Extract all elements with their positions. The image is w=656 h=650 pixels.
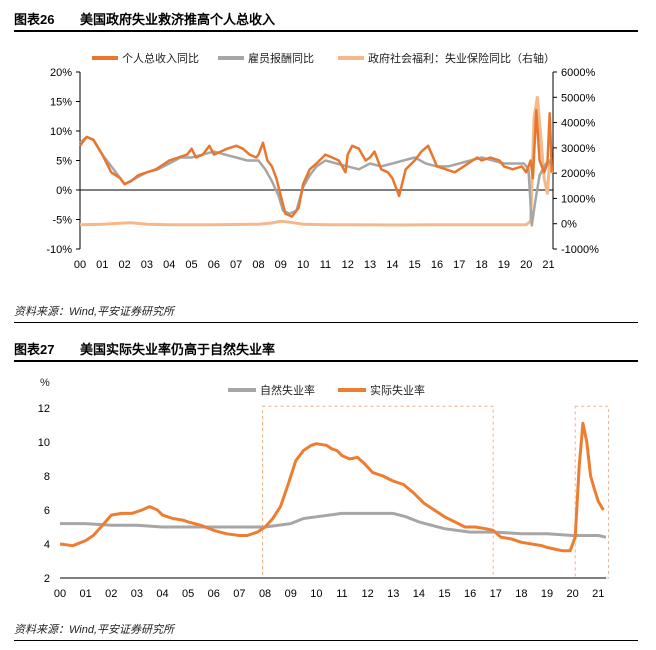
series-line-1 bbox=[79, 135, 553, 227]
x-tick-label-9: 09 bbox=[275, 259, 287, 271]
right-tick-label-0: -1000% bbox=[561, 244, 599, 256]
y-tick-label-5: 12 bbox=[38, 403, 50, 415]
left-tick-label-5: 15% bbox=[50, 97, 72, 109]
x-tick-label-19: 19 bbox=[541, 588, 553, 600]
figure-27-source-text: 资料来源：Wind,平安证券研究所 bbox=[14, 624, 175, 636]
x-tick-label-1: 01 bbox=[96, 259, 108, 271]
x-tick-label-14: 14 bbox=[413, 588, 425, 600]
figure-26-header: 图表26 美国政府失业救济推高个人总收入 bbox=[14, 10, 638, 32]
x-tick-label-2: 02 bbox=[118, 259, 130, 271]
x-tick-label-21: 21 bbox=[592, 588, 604, 600]
y-tick-label-1: 4 bbox=[44, 539, 50, 551]
x-tick-label-16: 16 bbox=[431, 259, 443, 271]
figure-26-source: 资料来源：Wind,平安证券研究所 bbox=[14, 304, 638, 323]
y-tick-label-4: 10 bbox=[38, 437, 50, 449]
figure-27-title: 美国实际失业率仍高于自然失业率 bbox=[80, 342, 276, 357]
x-tick-label-0: 00 bbox=[74, 259, 86, 271]
x-tick-label-4: 04 bbox=[156, 588, 168, 600]
series-line-0 bbox=[79, 109, 554, 218]
figure-26-header-rule bbox=[14, 30, 638, 32]
x-tick-label-8: 08 bbox=[259, 588, 271, 600]
x-tick-label-21: 21 bbox=[542, 259, 554, 271]
right-tick-label-3: 2000% bbox=[561, 168, 595, 180]
x-tick-label-6: 06 bbox=[208, 588, 220, 600]
x-tick-label-7: 07 bbox=[233, 588, 245, 600]
y-tick-label-3: 8 bbox=[44, 471, 50, 483]
x-tick-label-1: 01 bbox=[80, 588, 92, 600]
left-tick-label-4: 10% bbox=[50, 126, 72, 138]
x-tick-label-2: 02 bbox=[105, 588, 117, 600]
chart-income: 个人总收入同比 雇员报酬同比 政府社会福利：失业保险同比（右轴） -10% -5% 0% 5… bbox=[46, 51, 599, 271]
right-tick-label-4: 3000% bbox=[561, 143, 595, 155]
x-tick-label-16: 16 bbox=[464, 588, 476, 600]
x-tick-label-4: 04 bbox=[163, 259, 175, 271]
x-tick-label-20: 20 bbox=[567, 588, 579, 600]
legend-label-1: 雇员报酬同比 bbox=[248, 51, 314, 65]
x-tick-label-11: 11 bbox=[336, 588, 347, 600]
legend-label-1: 实际失业率 bbox=[370, 383, 425, 397]
x-tick-label-0: 00 bbox=[54, 588, 66, 600]
x-tick-label-14: 14 bbox=[386, 259, 398, 271]
left-tick-label-6: 20% bbox=[50, 67, 72, 79]
legend-label-0: 自然失业率 bbox=[260, 383, 315, 397]
x-tick-label-15: 15 bbox=[409, 259, 421, 271]
legend-label-2: 政府社会福利：失业保险同比（右轴） bbox=[368, 51, 555, 65]
x-tick-label-15: 15 bbox=[438, 588, 450, 600]
x-tick-label-12: 12 bbox=[361, 588, 373, 600]
x-tick-label-20: 20 bbox=[520, 259, 532, 271]
x-tick-label-13: 13 bbox=[364, 259, 376, 271]
legend-label-0: 个人总收入同比 bbox=[122, 51, 199, 65]
x-tick-label-8: 08 bbox=[252, 259, 264, 271]
figure-26-title: 美国政府失业救济推高个人总收入 bbox=[80, 12, 276, 27]
x-tick-label-7: 07 bbox=[230, 259, 242, 271]
y-unit-label: % bbox=[40, 377, 50, 389]
right-tick-label-5: 4000% bbox=[561, 118, 595, 130]
figure-27-header: 图表27 美国实际失业率仍高于自然失业率 bbox=[14, 340, 638, 362]
x-tick-label-12: 12 bbox=[342, 259, 354, 271]
highlight-box-1 bbox=[574, 405, 610, 579]
left-tick-label-3: 5% bbox=[56, 156, 72, 168]
x-tick-label-10: 10 bbox=[297, 259, 309, 271]
series-line-1 bbox=[59, 421, 605, 553]
chart-unemployment: % 自然失业率 实际失业率 2 4 6 8 10 12 00 01 02 03 04 05 06 07 08 09 1… bbox=[38, 377, 610, 600]
x-tick-label-18: 18 bbox=[515, 588, 527, 600]
x-tick-label-3: 03 bbox=[131, 588, 143, 600]
y-tick-label-2: 6 bbox=[44, 505, 50, 517]
highlight-box-0 bbox=[262, 405, 494, 579]
x-tick-label-11: 11 bbox=[320, 259, 331, 271]
figure-26-label: 图表26 bbox=[14, 12, 55, 27]
x-tick-label-18: 18 bbox=[475, 259, 487, 271]
x-tick-label-6: 06 bbox=[208, 259, 220, 271]
figure-27-header-rule bbox=[14, 360, 638, 362]
right-tick-label-2: 1000% bbox=[561, 193, 595, 205]
figure-26-source-rule bbox=[14, 322, 638, 323]
figure-27-label: 图表27 bbox=[14, 342, 55, 357]
series-line-2 bbox=[79, 95, 554, 227]
right-tick-label-1: 0% bbox=[561, 219, 577, 231]
left-tick-label-1: -5% bbox=[52, 215, 72, 227]
series-line-0 bbox=[60, 511, 607, 539]
x-tick-label-10: 10 bbox=[310, 588, 322, 600]
x-tick-label-3: 03 bbox=[141, 259, 153, 271]
x-tick-label-17: 17 bbox=[490, 588, 502, 600]
figure-27-source: 资料来源：Wind,平安证券研究所 bbox=[14, 622, 638, 641]
x-tick-label-5: 05 bbox=[182, 588, 194, 600]
figure-26-source-text: 资料来源：Wind,平安证券研究所 bbox=[14, 306, 175, 318]
x-tick-label-9: 09 bbox=[285, 588, 297, 600]
left-tick-label-0: -10% bbox=[46, 244, 72, 256]
right-tick-label-6: 5000% bbox=[561, 92, 595, 104]
x-tick-label-17: 17 bbox=[453, 259, 465, 271]
y-tick-label-0: 2 bbox=[44, 573, 50, 585]
x-tick-label-5: 05 bbox=[185, 259, 197, 271]
figure-27-source-rule bbox=[14, 640, 638, 641]
left-tick-label-2: 0% bbox=[56, 185, 72, 197]
right-tick-label-7: 6000% bbox=[561, 67, 595, 79]
x-tick-label-13: 13 bbox=[387, 588, 399, 600]
x-tick-label-19: 19 bbox=[498, 259, 510, 271]
